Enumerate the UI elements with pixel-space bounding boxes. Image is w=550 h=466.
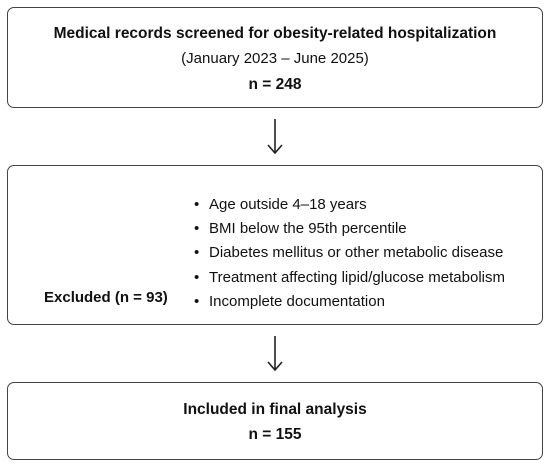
exclusion-criterion: Diabetes mellitus or other metabolic dis… <box>194 241 505 265</box>
included-count: n = 155 <box>248 426 302 443</box>
exclusion-criterion: Age outside 4–18 years <box>194 193 505 217</box>
included-records-box: Included in final analysis n = 155 <box>7 382 543 460</box>
exclusion-criterion: Incomplete documentation <box>194 290 505 314</box>
down-arrow-icon <box>267 336 283 372</box>
down-arrow-icon <box>267 119 283 155</box>
included-title: Included in final analysis <box>183 401 367 418</box>
screened-date-range: (January 2023 – June 2025) <box>181 50 369 67</box>
excluded-records-box: Age outside 4–18 years BMI below the 95t… <box>7 165 543 325</box>
screened-records-box: Medical records screened for obesity-rel… <box>7 7 543 108</box>
exclusion-criteria-list: Age outside 4–18 years BMI below the 95t… <box>194 193 505 314</box>
screened-count: n = 248 <box>248 76 302 93</box>
exclusion-criterion: BMI below the 95th percentile <box>194 217 505 241</box>
excluded-count-label: Excluded (n = 93) <box>44 289 168 306</box>
exclusion-criterion: Treatment affecting lipid/glucose metabo… <box>194 266 505 290</box>
screened-title: Medical records screened for obesity-rel… <box>53 25 497 42</box>
